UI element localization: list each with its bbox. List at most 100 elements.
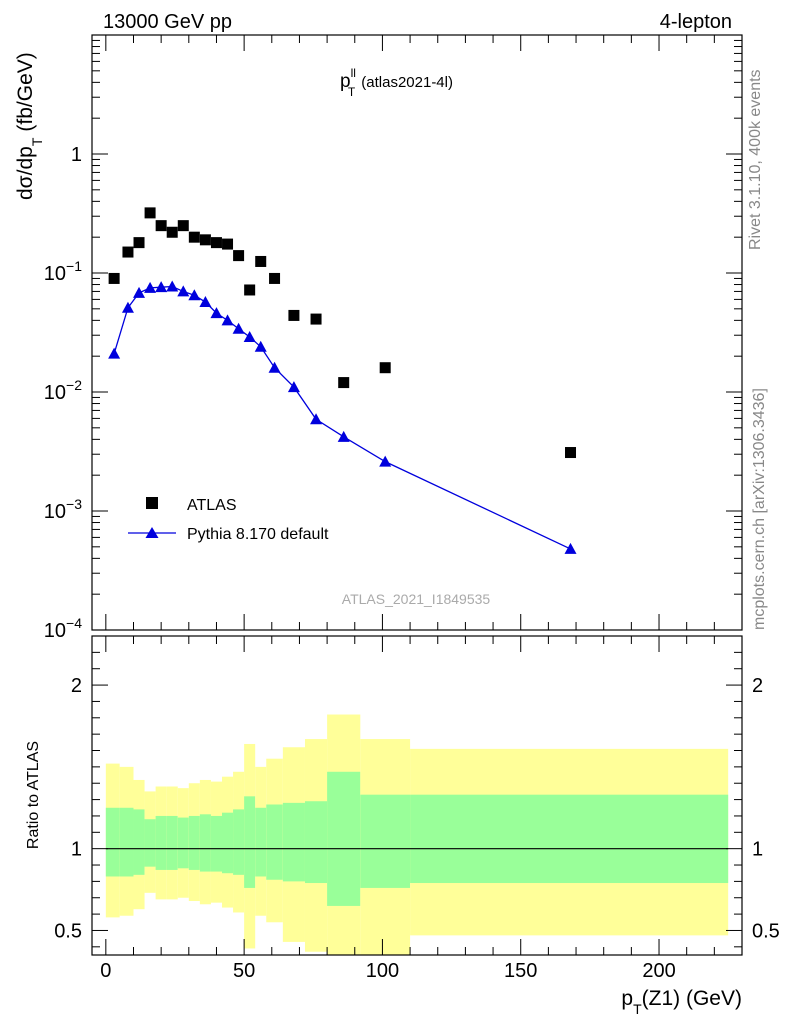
ratio-band-inner: [177, 817, 189, 869]
ratio-band-inner: [282, 802, 305, 882]
x-tick-label: 150: [504, 960, 537, 982]
data-point: [199, 234, 211, 246]
plot-title-sup: ll: [351, 66, 356, 80]
mc-point: [254, 340, 267, 352]
data-point: [122, 246, 134, 258]
y-tick-label-exp: −2: [66, 377, 82, 393]
mc-series: [108, 280, 577, 554]
plot-title-main: p: [340, 71, 351, 92]
ratio-band-inner: [210, 815, 222, 872]
ratio-frame: [91, 635, 743, 956]
y-tick-label-base: 10: [44, 501, 66, 523]
main-ylabel: dσ/dpT (fb/GeV): [14, 52, 45, 200]
x-tick-label: 0: [100, 960, 111, 982]
ratio-xlabel-sub: T: [633, 1001, 642, 1017]
ratio-band-inner: [255, 807, 267, 877]
ratio-xlabel-suffix: (Z1) (GeV): [642, 987, 742, 1010]
x-tick-label: 50: [233, 960, 255, 982]
mc-point: [221, 314, 234, 326]
ratio-ylabel: Ratio to ATLAS: [25, 741, 42, 849]
header-left: 13000 GeV pp: [103, 11, 232, 33]
main-axes: 110−110−210−310−4: [44, 34, 743, 642]
data-point: [233, 250, 245, 262]
mc-line: [113, 285, 571, 550]
header-right: 4-lepton: [660, 11, 732, 33]
data-point: [310, 313, 322, 325]
ratio-y-tick-label-right: 1: [752, 839, 763, 861]
ratio-band-inner: [222, 812, 234, 874]
data-point: [565, 447, 577, 459]
mc-point: [155, 281, 168, 293]
mc-point: [337, 430, 350, 442]
main-ylabel-main: dσ/dp: [14, 146, 37, 200]
mc-point: [144, 281, 157, 293]
ratio-band-inner: [266, 804, 283, 880]
ratio-band-inner: [327, 771, 361, 906]
mc-point: [379, 455, 392, 467]
data-point: [255, 255, 267, 267]
ratio-band-inner: [119, 807, 134, 877]
legend: ATLAS Pythia 8.170 default: [128, 497, 329, 543]
data-point: [269, 272, 281, 284]
legend-entry-atlas: ATLAS: [187, 497, 237, 514]
mc-point: [108, 347, 121, 359]
data-point: [222, 238, 234, 250]
data-series: [108, 207, 577, 459]
ratio-y-tick-label: 0.5: [54, 920, 82, 942]
rivet-label: Rivet 3.1.10, 400k events: [747, 69, 764, 250]
y-tick-label-exp: −4: [66, 615, 82, 631]
legend-square-marker: [146, 497, 158, 509]
ratio-band-inner: [166, 815, 178, 870]
ratio-band-inner: [188, 815, 200, 870]
legend-entry-pythia: Pythia 8.170 default: [187, 526, 329, 543]
mc-point: [232, 322, 245, 334]
data-point: [133, 237, 145, 249]
x-tick-label: 100: [366, 960, 399, 982]
mc-point: [188, 289, 201, 301]
ratio-y-tick-label: 1: [71, 839, 82, 861]
analysis-watermark: ATLAS_2021_I1849535: [342, 591, 491, 607]
ratio-bands: [105, 714, 729, 955]
ratio-band-inner: [105, 807, 120, 877]
mc-point: [287, 381, 300, 393]
main-frame: [91, 34, 743, 631]
mc-point: [199, 296, 212, 308]
mc-point: [121, 301, 134, 313]
mc-point: [243, 330, 256, 342]
y-tick-label-exp: −3: [66, 496, 82, 512]
y-tick-label-base: 10: [44, 382, 66, 404]
data-point: [144, 207, 156, 219]
data-point: [155, 220, 167, 232]
data-point: [288, 309, 300, 321]
ratio-band-inner: [304, 801, 328, 884]
ratio-band-inner: [233, 809, 245, 875]
y-tick-label-base: 10: [44, 263, 66, 285]
mc-point: [268, 361, 281, 373]
data-point: [108, 272, 120, 284]
plot-title-sub: T: [348, 85, 356, 99]
data-point: [244, 284, 256, 296]
ratio-xlabel-main: p: [621, 987, 633, 1010]
main-ylabel-sub: T: [29, 137, 45, 146]
mc-point: [210, 307, 223, 319]
ratio-y-tick-label-right: 0.5: [752, 920, 780, 942]
ratio-band-inner: [199, 814, 211, 872]
y-tick-label-base: 10: [44, 620, 66, 642]
ratio-xlabel: pT(Z1) (GeV): [621, 987, 742, 1017]
y-tick-label-exp: −1: [66, 258, 82, 274]
legend-triangle-marker: [145, 527, 159, 538]
y-tick-label: 10−1: [44, 258, 82, 285]
ratio-y-tick-label: 2: [71, 675, 82, 697]
data-point: [379, 362, 391, 374]
data-point: [188, 231, 200, 243]
ratio-band-inner: [244, 796, 256, 888]
ratio-band-inner: [144, 819, 156, 867]
data-point: [210, 237, 222, 249]
y-tick-label: 10−4: [44, 615, 82, 642]
ratio-band-inner: [155, 815, 167, 870]
mc-point: [166, 280, 179, 292]
mc-point: [133, 286, 146, 298]
ratio-axes: 0 50 100 150 200 0.5 0.5 1 1 2 2: [54, 635, 780, 982]
x-tick-label: 200: [642, 960, 675, 982]
